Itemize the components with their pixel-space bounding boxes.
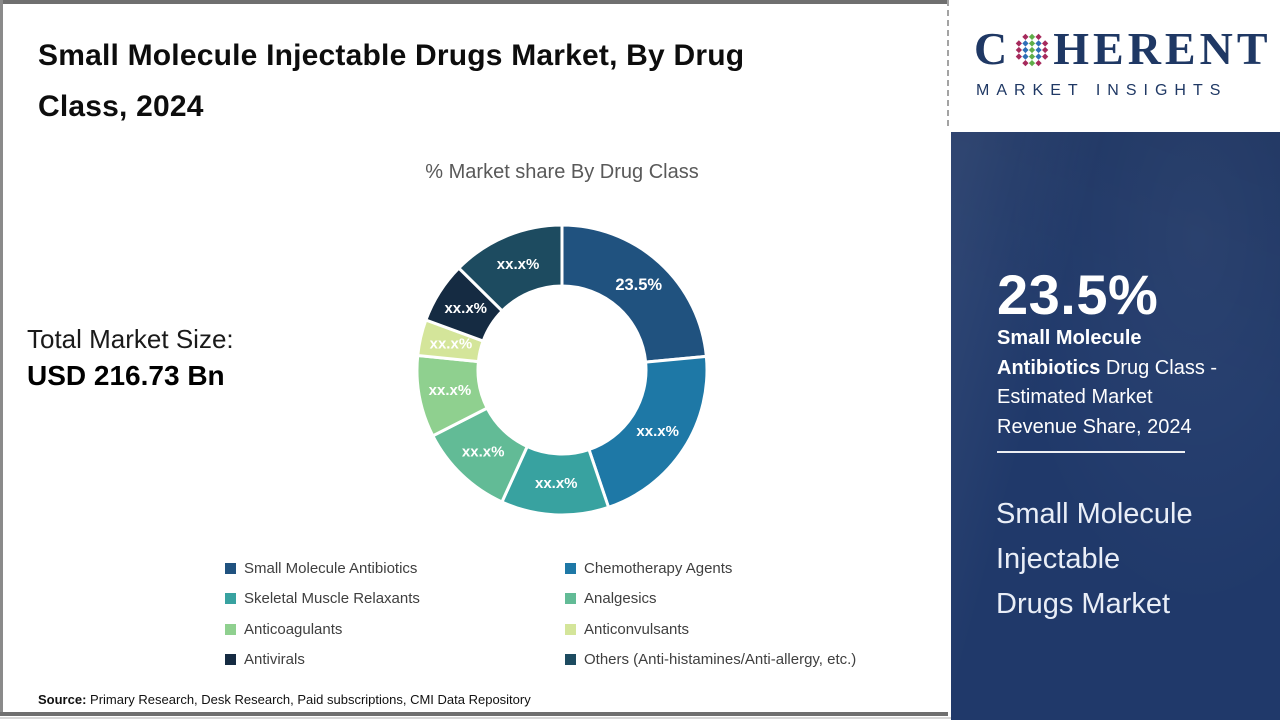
globe-dot xyxy=(1035,33,1042,41)
globe-dot xyxy=(1022,33,1029,41)
globe-dot xyxy=(1042,46,1049,54)
legend-item: Small Molecule Antibiotics xyxy=(225,553,565,584)
donut-segment-label: xx.x% xyxy=(535,475,578,492)
slide-border-top xyxy=(0,0,948,4)
legend-item: Skeletal Muscle Relaxants xyxy=(225,584,565,615)
stat-divider-line xyxy=(997,451,1185,453)
page-title: Small Molecule Injectable Drugs Market, … xyxy=(38,39,745,123)
slide-border-bottom xyxy=(0,712,948,716)
legend-item: Analgesics xyxy=(565,584,945,615)
globe-dot xyxy=(1015,53,1023,60)
total-market-size-label: Total Market Size: xyxy=(27,324,234,354)
donut-segment-label: xx.x% xyxy=(444,300,487,317)
globe-dot xyxy=(1035,40,1042,47)
donut-segment-label: xx.x% xyxy=(429,382,472,399)
slide-border-left xyxy=(0,0,3,716)
donut-chart: 23.5% xx.x% xx.x% xx.x% xx.x% xx.x% xx.x% xx.x% xyxy=(415,223,709,517)
stat-description-rest: Drug Class - Estimated Market Revenue Sh… xyxy=(997,356,1218,438)
legend-swatch-icon xyxy=(565,593,576,605)
legend-item: Anticonvulsants xyxy=(565,614,945,645)
dashed-separator xyxy=(947,0,949,126)
legend-label: Small Molecule Antibiotics xyxy=(244,559,418,577)
donut-segment-label: 23.5% xyxy=(615,276,662,294)
brand-logo-subtitle: MARKET INSIGHTS xyxy=(976,82,1228,99)
total-market-size-value: USD 216.73 Bn xyxy=(27,360,225,391)
legend-item: Others (Anti-histamines/Anti-allergy, et… xyxy=(565,645,945,676)
legend-swatch-icon xyxy=(565,562,576,574)
globe-dot xyxy=(1029,33,1036,41)
legend-swatch-icon xyxy=(565,654,576,666)
donut-segment xyxy=(587,354,709,510)
legend-label: Analgesics xyxy=(584,590,657,608)
globe-dot xyxy=(1015,46,1023,54)
legend-label: Skeletal Muscle Relaxants xyxy=(244,590,420,608)
sidebar-market-name: Small Molecule Injectable Drugs Market xyxy=(996,498,1193,620)
globe-dot xyxy=(1035,59,1042,67)
donut-segment-label: xx.x% xyxy=(462,443,505,460)
globe-dot xyxy=(1029,59,1036,67)
legend-label: Anticonvulsants xyxy=(584,620,690,638)
logo-letter-c: C xyxy=(974,23,1012,74)
globe-dot xyxy=(1022,40,1029,47)
logo-word-end: HERENT xyxy=(1053,23,1272,74)
globe-dot xyxy=(1042,40,1049,47)
source-note: Source: Primary Research, Desk Research,… xyxy=(38,692,531,707)
globe-dot xyxy=(1042,53,1049,60)
globe-dot xyxy=(1029,40,1036,47)
slide-border-bottom-edge xyxy=(0,717,1280,719)
globe-dot xyxy=(1022,53,1029,60)
sidebar-panel: 23.5% Small Molecule Antibiotics Drug Cl… xyxy=(951,132,1280,720)
legend-swatch-icon xyxy=(225,593,236,605)
source-text: Primary Research, Desk Research, Paid su… xyxy=(86,692,531,707)
legend-label: Chemotherapy Agents xyxy=(584,559,733,577)
legend-item: Anticoagulants xyxy=(225,614,565,645)
globe-dot xyxy=(1029,53,1036,60)
donut-segment xyxy=(456,223,564,314)
legend-swatch-icon xyxy=(225,654,236,666)
brand-logo-wordmark: C HERENT xyxy=(974,26,1272,72)
globe-dot xyxy=(1022,59,1029,67)
brand-logo: C HERENT MARKET INSIGHTS xyxy=(950,0,1280,132)
donut-segment-label: xx.x% xyxy=(636,423,679,440)
globe-dot xyxy=(1015,40,1023,47)
stat-percentage: 23.5% xyxy=(997,263,1159,326)
globe-dot xyxy=(1022,46,1029,54)
donut-segment xyxy=(560,223,708,364)
legend-swatch-icon xyxy=(225,623,236,635)
source-prefix: Source: xyxy=(38,692,87,707)
legend-swatch-icon xyxy=(225,562,236,574)
legend-label: Antivirals xyxy=(244,651,305,669)
legend-label: Others (Anti-histamines/Anti-allergy, et… xyxy=(584,651,857,669)
globe-dot xyxy=(1035,53,1042,60)
legend-swatch-icon xyxy=(565,623,576,635)
legend-item: Chemotherapy Agents xyxy=(565,553,945,584)
globe-dots-icon xyxy=(1015,33,1049,67)
stat-description: Small Molecule Antibiotics Drug Class - … xyxy=(997,324,1237,442)
chart-title: % Market share By Drug Class xyxy=(425,161,699,183)
stat-description-highlight: Small Molecule Antibiotics xyxy=(997,327,1142,379)
legend: Small Molecule Antibiotics Chemotherapy A… xyxy=(225,553,945,675)
donut-segment-label: xx.x% xyxy=(497,256,540,273)
globe-dot xyxy=(1029,46,1036,54)
globe-dot xyxy=(1035,46,1042,54)
legend-item: Antivirals xyxy=(225,645,565,676)
legend-label: Anticoagulants xyxy=(244,620,343,638)
donut-segment-label: xx.x% xyxy=(430,335,473,352)
